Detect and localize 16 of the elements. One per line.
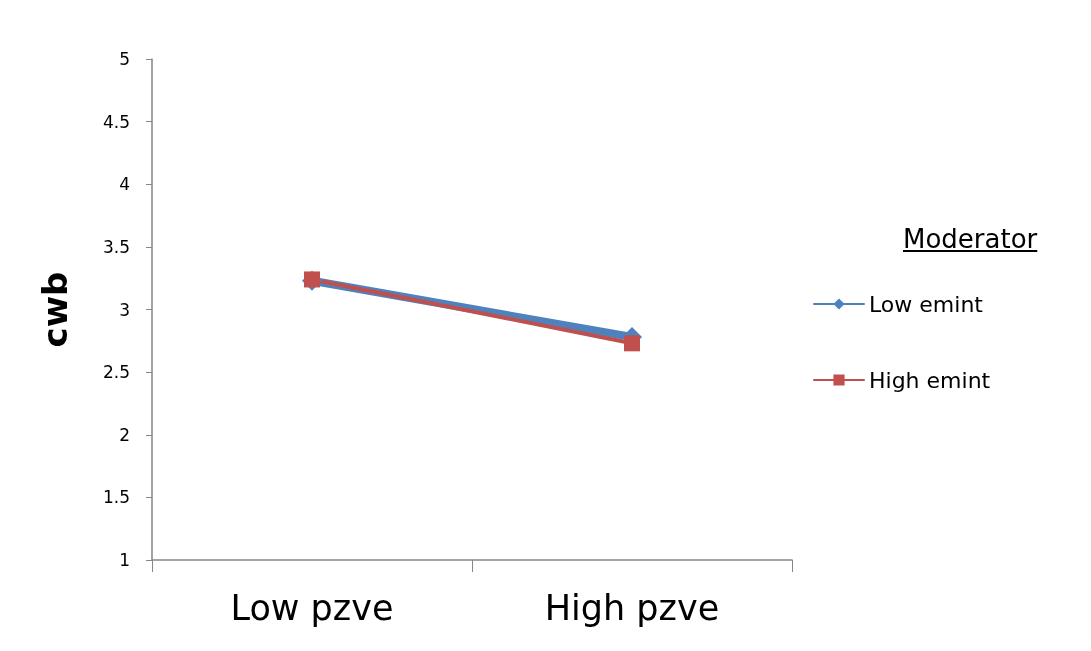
legend-label: High emint [869,367,991,393]
y-tick-label: 4 [119,174,130,195]
y-tick-label: 2 [119,424,130,445]
y-tick-label: 3 [119,299,130,320]
y-tick-label: 3.5 [102,236,130,257]
x-tick-label: High pzve [544,587,720,628]
y-tick-label: 4.5 [102,111,130,132]
y-tick-label: 1 [119,550,130,570]
legend-label: Low emint [869,291,984,317]
point [624,335,640,352]
y-tick-label: 5 [119,49,130,69]
x-tick-label: Low pzve [230,587,394,628]
legend-title: Moderator [903,224,1038,254]
y-axis-title: cwb [35,271,75,348]
y-tick-label: 2.5 [102,362,130,383]
y-tick-label: 1.5 [102,487,130,508]
